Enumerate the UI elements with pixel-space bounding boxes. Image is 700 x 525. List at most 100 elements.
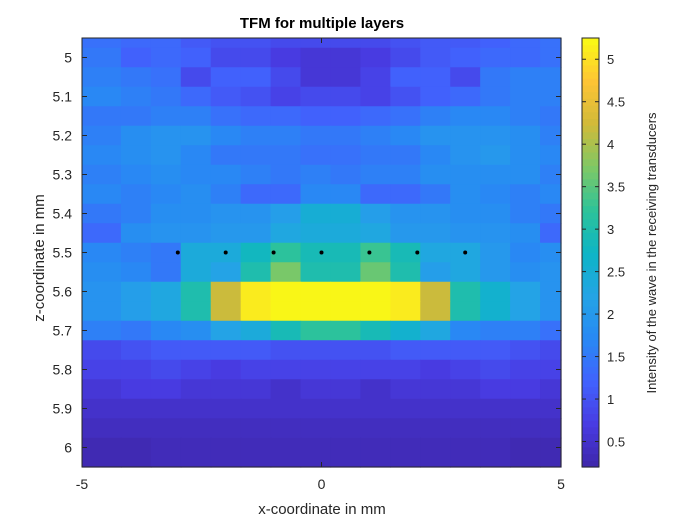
heatmap-cell [390,106,421,127]
heatmap-cell [390,184,421,205]
heatmap-cell [330,106,362,127]
heatmap-cell [300,340,332,361]
colorbar-swatch [582,272,599,280]
heatmap-cell [450,281,481,302]
heatmap-cell [240,67,272,88]
heatmap-cell [270,38,302,49]
heatmap-cell [210,398,242,419]
heatmap-cell [270,184,302,205]
heatmap-cell [300,281,332,302]
heatmap-cell [330,398,362,419]
heatmap-cell [240,38,272,49]
colorbar-swatch [582,118,599,126]
heatmap-cell [180,242,212,263]
heatmap-cell [210,38,242,49]
heatmap-cell [150,203,182,224]
heatmap-cell [420,262,451,283]
heatmap-cell [480,359,511,380]
heatmap-cell [540,145,562,166]
heatmap-cell [270,242,302,263]
heatmap-cell [150,242,182,263]
heatmap-cell [330,437,362,468]
heatmap-cell [82,145,122,166]
y-tick-label: 5 [64,50,72,66]
heatmap-cell [120,86,152,107]
y-tick-label: 5.9 [53,401,73,417]
heatmap-cell [390,164,421,185]
colorbar-frame [581,37,600,468]
colorbar-swatch [582,239,599,247]
heatmap-cell [360,67,391,88]
colorbar-swatch [582,105,599,113]
colorbar-swatch [582,185,599,193]
heatmap-cell [210,145,242,166]
heatmap-cell [450,38,481,49]
heatmap-cell [120,184,152,205]
colorbar-swatch [582,306,599,314]
heatmap-cell [180,301,212,322]
heatmap-cell [450,125,481,146]
heatmap-cell [180,86,212,107]
heatmap-cell [510,418,541,439]
heatmap-cell [120,106,152,127]
colorbar-swatch [582,245,599,254]
heatmap-cell [330,379,362,400]
heatmap-cell [450,418,481,439]
heatmap-cell [210,164,242,185]
heatmap-cell [540,203,562,224]
heatmap-cell [480,223,511,244]
colorbar-swatch [582,111,599,120]
heatmap-cell [330,145,362,166]
heatmap-cell [82,359,122,380]
colorbar-swatch [582,225,599,233]
heatmap-cell [390,437,421,468]
heatmap-cell [150,359,182,380]
heatmap-cell [510,184,541,205]
heatmap-cell [330,320,362,341]
heatmap-cell [330,242,362,263]
colorbar-swatch [582,413,599,421]
heatmap-cell [120,125,152,146]
heatmap-cell [210,320,242,341]
heatmap-cell [510,38,541,49]
heatmap-cell [330,223,362,244]
colorbar-swatch [582,312,599,321]
heatmap-cell [420,38,451,49]
heatmap-cell [420,67,451,88]
heatmap-cell [420,242,451,263]
heatmap-cell [120,359,152,380]
heatmap-cell [120,145,152,166]
colorbar-swatch [582,178,599,187]
heatmap-cell [300,38,332,49]
heatmap-cell [450,379,481,400]
heatmap-cell [510,340,541,361]
heatmap-cell [120,281,152,302]
colorbar-swatch [582,145,599,153]
transducer-point [367,250,372,255]
heatmap-cell [150,106,182,127]
heatmap-cell [120,242,152,263]
heatmap-cell [480,418,511,439]
colorbar-swatch [582,151,599,160]
heatmap-cell [240,223,272,244]
heatmap-cell [300,418,332,439]
heatmap-cell [270,398,302,419]
colorbar [582,38,599,468]
heatmap-cell [360,281,391,302]
heatmap-cell [210,86,242,107]
heatmap-cell [450,320,481,341]
heatmap-cell [540,38,562,49]
heatmap-cell [420,418,451,439]
heatmap-cell [300,125,332,146]
heatmap-cell [540,320,562,341]
colorbar-swatch [582,44,599,52]
heatmap-cell [300,262,332,283]
heatmap-cell [240,379,272,400]
heatmap-cell [480,67,511,88]
heatmap-cell [360,86,391,107]
heatmap-cell [270,86,302,107]
heatmap-cell [300,359,332,380]
heatmap-cell [180,437,212,468]
heatmap-cell [450,184,481,205]
heatmap-cell [510,359,541,380]
